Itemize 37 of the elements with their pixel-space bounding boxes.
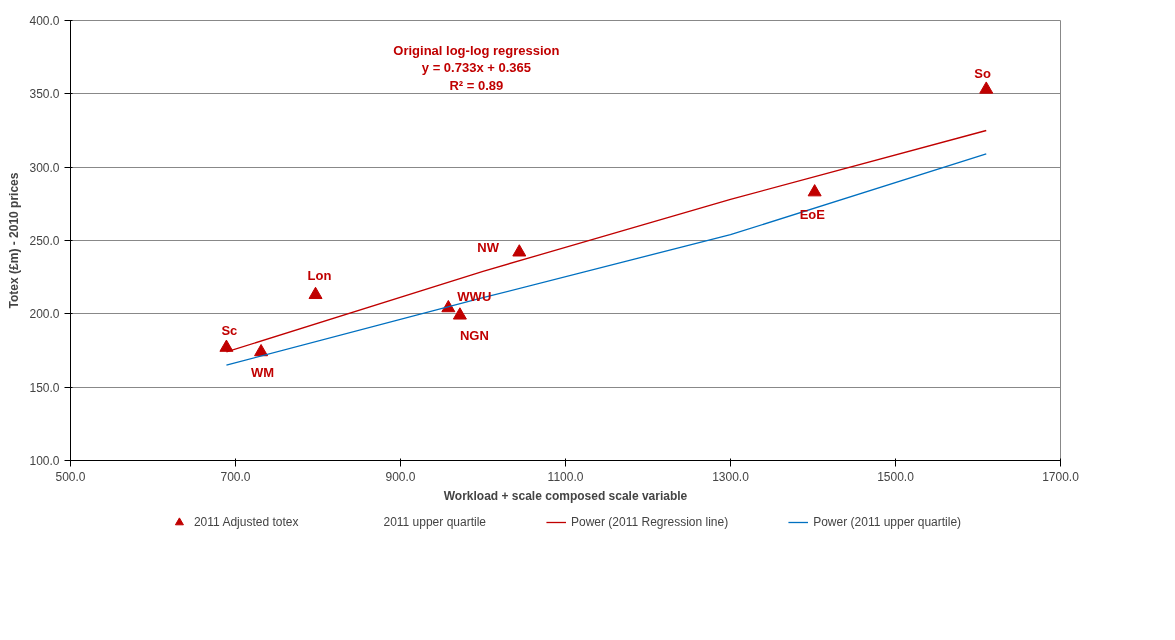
annotation: y = 0.733x + 0.365 <box>421 60 531 76</box>
y-axis-title: Totex (£m) - 2010 prices <box>7 172 22 309</box>
annotation: NW <box>477 240 500 256</box>
x-axis-title: Workload + scale composed scale variable <box>443 488 688 503</box>
x-tick-label: 900.0 <box>385 469 416 484</box>
y-tick-label: 150.0 <box>29 380 60 395</box>
annotation: NGN <box>459 328 489 344</box>
y-tick-label: 350.0 <box>29 87 60 102</box>
x-tick-label: 1300.0 <box>712 469 750 484</box>
point <box>219 339 234 352</box>
y-tick-label: 200.0 <box>29 307 60 322</box>
annotation: Sc <box>221 322 238 338</box>
legend-label: 2011 Adjusted totex <box>193 515 299 529</box>
legend-label: Power (2011 upper quartile) <box>813 515 962 529</box>
annotation: EoE <box>799 207 826 223</box>
annotation: WM <box>251 364 275 380</box>
x-tick-label: 1500.0 <box>877 469 915 484</box>
x-tick-label: 1100.0 <box>547 469 584 484</box>
annotation: So <box>974 66 991 82</box>
y-tick-label: 400.0 <box>29 14 60 28</box>
annotation: WWU <box>457 288 492 304</box>
x-tick-label: 700.0 <box>220 469 251 484</box>
y-tick-label: 250.0 <box>29 234 60 248</box>
annotation: Original log-log regression <box>393 42 560 58</box>
annotation: Lon <box>307 267 332 283</box>
x-tick-label: 500.0 <box>55 469 86 484</box>
point <box>308 286 323 300</box>
y-tick-label: 300.0 <box>29 160 60 175</box>
point <box>512 244 527 257</box>
legend-label: Power (2011 Regression line) <box>570 515 729 529</box>
text: 2011 upper quartile <box>383 515 486 529</box>
point <box>807 184 822 197</box>
y-tick-label: 100.0 <box>29 454 60 468</box>
point <box>979 81 994 94</box>
x-tick-label: 1700.0 <box>1042 469 1080 484</box>
point <box>452 307 467 320</box>
annotation: R² = 0.89 <box>449 77 504 93</box>
